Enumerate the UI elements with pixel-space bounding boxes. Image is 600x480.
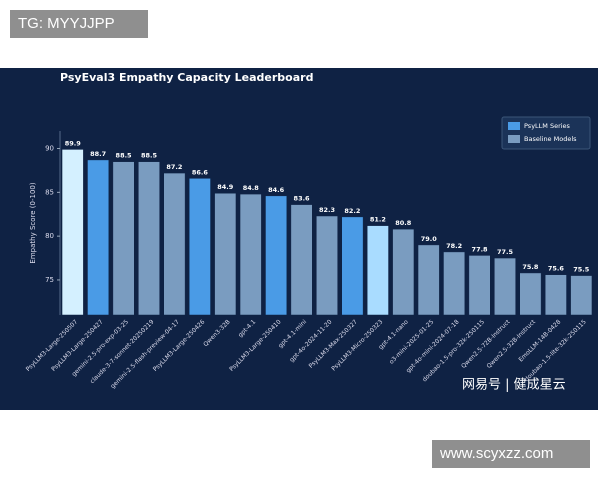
bar: [366, 225, 389, 316]
bar: [112, 161, 135, 316]
value-label: 84.6: [268, 186, 285, 194]
bar: [443, 251, 466, 316]
value-label: 77.5: [497, 248, 514, 256]
value-label: 84.8: [243, 184, 260, 192]
legend-swatch: [508, 135, 520, 143]
bar: [417, 244, 440, 316]
bar: [163, 172, 186, 316]
chart-title: PsyEval3 Empathy Capacity Leaderboard: [60, 71, 313, 84]
bar: [265, 195, 288, 316]
y-tick-label: 80: [45, 232, 54, 240]
value-label: 75.5: [573, 266, 590, 274]
bar: [214, 192, 237, 316]
bar: [392, 228, 415, 316]
bar: [519, 272, 542, 316]
bar: [544, 274, 567, 316]
value-label: 75.6: [548, 265, 565, 273]
value-label: 82.2: [344, 207, 360, 215]
value-label: 88.5: [116, 152, 133, 160]
value-label: 82.3: [319, 206, 335, 214]
bar: [316, 215, 338, 316]
value-label: 86.6: [192, 168, 209, 176]
watermark-overlay: 网易号 | 健成星云: [462, 378, 566, 393]
bar: [468, 255, 491, 316]
value-label: 77.8: [472, 245, 489, 253]
value-label: 79.0: [421, 235, 438, 243]
watermark-tag: TG: MYYJJPP: [10, 10, 148, 38]
y-tick-label: 75: [45, 276, 54, 284]
bar: [61, 149, 84, 316]
watermark-tag: www.scyxzz.com: [432, 440, 590, 468]
bar: [494, 257, 516, 316]
bar: [570, 275, 593, 316]
y-axis-label: Empathy Score (0-100): [29, 182, 37, 263]
value-label: 88.5: [141, 152, 158, 160]
bar: [87, 159, 110, 316]
value-label: 80.8: [395, 219, 412, 227]
legend-label: Baseline Models: [524, 135, 577, 143]
value-label: 88.7: [90, 150, 106, 158]
y-tick-label: 90: [45, 145, 54, 153]
value-label: 83.6: [294, 195, 311, 203]
value-label: 87.2: [166, 163, 182, 171]
bar: [239, 193, 262, 316]
bar: [138, 161, 160, 316]
legend-box: [501, 116, 591, 150]
value-label: 84.9: [217, 183, 234, 191]
value-label: 78.2: [446, 242, 462, 250]
legend-label: PsyLLM Series: [524, 122, 571, 130]
bar: [290, 204, 313, 316]
legend-swatch: [508, 122, 520, 130]
value-label: 75.8: [522, 263, 539, 271]
value-label: 81.2: [370, 216, 386, 224]
bar: [341, 216, 364, 316]
y-tick-label: 85: [45, 188, 54, 196]
bar: [188, 178, 211, 316]
value-label: 89.9: [65, 139, 82, 147]
